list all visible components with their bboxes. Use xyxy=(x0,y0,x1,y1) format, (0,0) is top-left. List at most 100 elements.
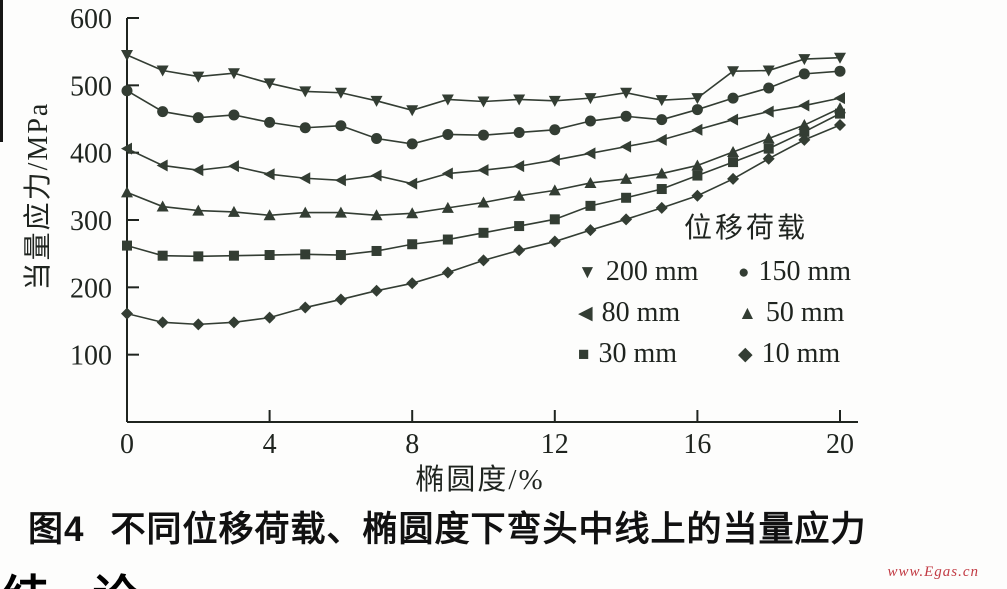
square-marker xyxy=(549,214,560,225)
circle-icon: ● xyxy=(738,261,750,283)
x-axis-label: 椭圆度/% xyxy=(415,464,545,496)
square-marker xyxy=(157,250,168,261)
triangle-left-marker xyxy=(406,177,418,190)
triangle-down-marker xyxy=(691,93,704,105)
legend-label: 80 mm xyxy=(601,297,681,328)
diamond-marker xyxy=(192,318,205,331)
diamond-icon: ◆ xyxy=(738,343,753,365)
legend-item: ▼ 200 mm xyxy=(578,256,738,288)
triangle-up-marker xyxy=(299,206,312,218)
diamond-marker xyxy=(691,189,704,202)
triangle-left-icon: ◀ xyxy=(578,302,593,324)
circle-marker xyxy=(834,65,846,77)
triangle-up-marker xyxy=(548,184,561,196)
square-marker xyxy=(193,251,204,262)
figure-caption-number: 图4 xyxy=(28,510,85,549)
circle-marker xyxy=(513,126,525,138)
circle-marker xyxy=(763,82,775,94)
triangle-down-marker xyxy=(370,95,383,107)
triangle-up-marker xyxy=(762,132,775,144)
circle-marker xyxy=(442,128,454,140)
x-tick-label: 16 xyxy=(683,429,711,460)
triangle-up-marker xyxy=(334,206,347,218)
triangle-down-marker xyxy=(477,96,490,108)
legend-title: 位移荷载 xyxy=(684,213,809,244)
triangle-left-marker xyxy=(370,169,382,182)
diamond-marker xyxy=(370,284,383,297)
triangle-left-marker xyxy=(834,92,845,105)
triangle-up-marker xyxy=(477,196,490,208)
triangle-up-marker xyxy=(192,204,205,216)
diamond-marker xyxy=(227,316,240,329)
square-marker xyxy=(835,108,845,119)
diamond-marker xyxy=(584,224,597,237)
legend-label: 50 mm xyxy=(765,297,845,328)
square-marker xyxy=(442,234,453,245)
square-marker xyxy=(300,249,311,260)
circle-marker xyxy=(798,68,810,80)
triangle-up-marker xyxy=(691,159,704,171)
square-marker xyxy=(585,200,596,211)
line-chart: 100 200 300 400 500 600 0 4 8 12 16 20 xyxy=(70,4,858,460)
diamond-marker xyxy=(441,266,454,279)
triangle-down-marker xyxy=(121,50,133,62)
diamond-marker xyxy=(156,316,169,329)
triangle-up-marker xyxy=(620,172,633,184)
circle-marker xyxy=(335,120,347,132)
circle-marker xyxy=(264,116,276,128)
circle-marker xyxy=(406,138,418,150)
chart-legend: 位移荷载 ▼ 200 mm ● 150 mm ◀ 80 mm ▲ 50 mm ■ 30 mm ◆ 10… xyxy=(578,206,898,370)
diamond-marker xyxy=(762,152,775,165)
diamond-marker xyxy=(834,119,846,132)
legend-label: 150 mm xyxy=(758,256,852,287)
triangle-up-marker xyxy=(227,205,240,217)
y-tick-label: 100 xyxy=(70,341,112,372)
diamond-marker xyxy=(334,293,347,306)
y-tick-label: 300 xyxy=(70,206,112,237)
diamond-marker xyxy=(406,277,419,290)
triangle-up-marker xyxy=(655,167,668,179)
triangle-down-marker xyxy=(441,94,454,106)
triangle-down-marker xyxy=(156,65,169,77)
circle-marker xyxy=(584,115,596,127)
x-tick-label: 20 xyxy=(826,429,854,460)
y-tick-label: 200 xyxy=(70,273,112,304)
diamond-marker xyxy=(121,307,133,320)
y-tick-label: 400 xyxy=(70,139,112,170)
triangle-up-marker xyxy=(156,200,169,212)
figure-caption-text: 不同位移荷载、椭圆度下弯头中线上的当量应力 xyxy=(110,510,867,549)
diamond-marker xyxy=(655,201,668,214)
square-marker xyxy=(264,250,275,261)
triangle-left-marker xyxy=(513,160,525,173)
scan-edge-artifact xyxy=(0,0,3,142)
legend-item: ◆ 10 mm xyxy=(738,338,890,370)
triangle-left-marker xyxy=(727,113,739,126)
triangle-up-marker xyxy=(370,209,383,221)
triangle-up-marker xyxy=(584,176,597,188)
triangle-left-marker xyxy=(299,172,311,185)
triangle-down-marker xyxy=(227,68,240,80)
legend-label: 10 mm xyxy=(761,338,841,369)
triangle-left-marker xyxy=(655,133,667,146)
triangle-left-marker xyxy=(620,140,632,153)
square-marker xyxy=(692,170,703,181)
triangle-down-marker xyxy=(192,71,205,83)
x-tick-label: 0 xyxy=(120,429,134,460)
legend-items: ▼ 200 mm ● 150 mm ◀ 80 mm ▲ 50 mm ■ 30 mm ◆ 10 mm xyxy=(578,256,898,370)
x-tick-label: 12 xyxy=(541,429,569,460)
circle-marker xyxy=(549,124,561,136)
triangle-left-marker xyxy=(263,168,275,181)
circle-marker xyxy=(228,109,240,121)
triangle-left-marker xyxy=(548,154,560,167)
triangle-left-marker xyxy=(477,164,489,177)
legend-item: ■ 30 mm xyxy=(578,338,738,370)
triangle-left-marker xyxy=(156,159,168,172)
diamond-marker xyxy=(263,311,276,324)
diamond-marker xyxy=(513,244,526,257)
legend-label: 200 mm xyxy=(605,256,699,287)
square-marker xyxy=(514,221,525,232)
circle-marker xyxy=(192,112,204,124)
circle-marker xyxy=(157,106,169,118)
triangle-left-marker xyxy=(441,167,453,180)
circle-marker xyxy=(691,104,703,116)
